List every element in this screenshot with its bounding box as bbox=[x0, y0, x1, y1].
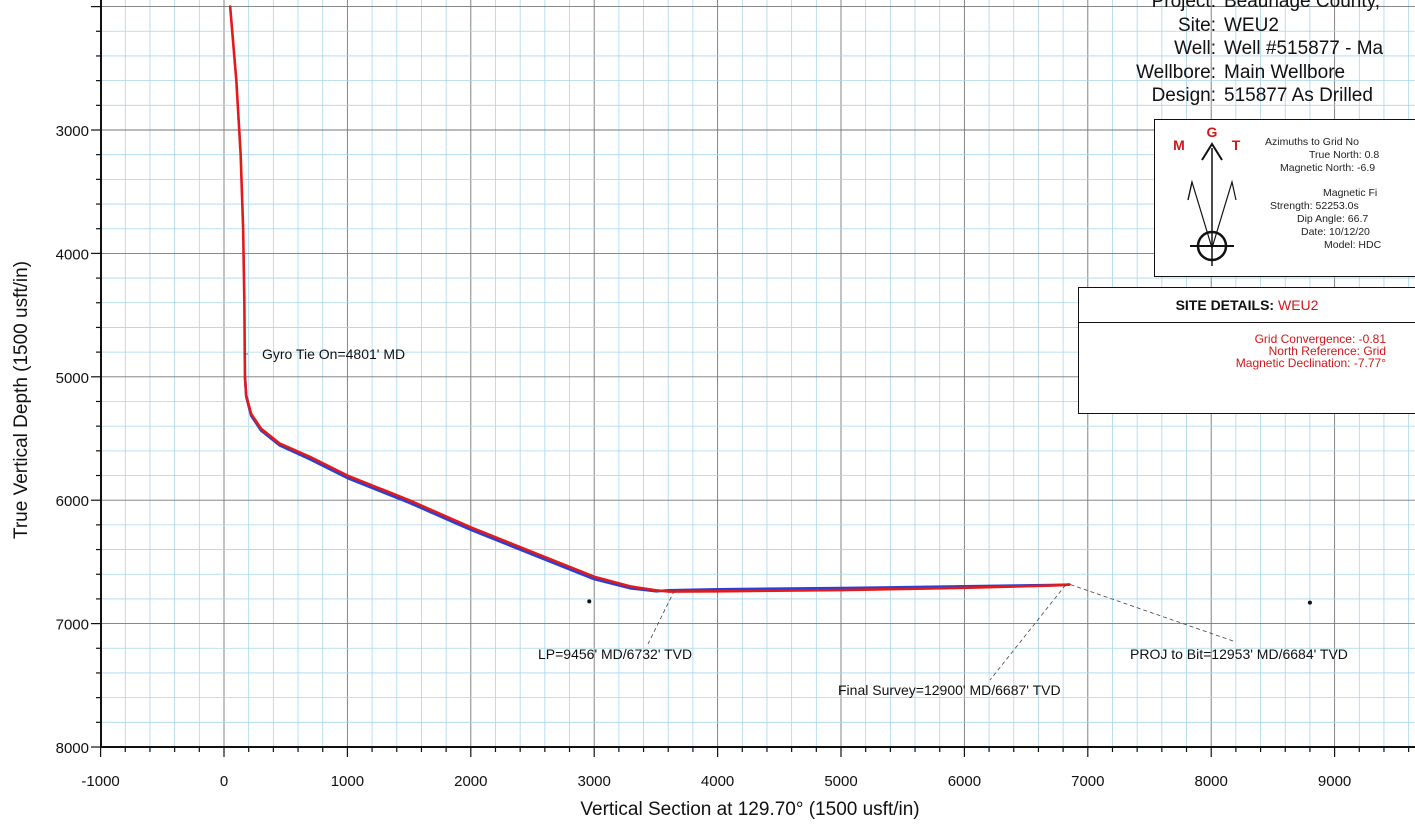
magnetic-field-line: Magnetic Fi bbox=[1323, 187, 1378, 199]
annotation-label: Final Survey=12900' MD/6687' TVD bbox=[838, 682, 1061, 698]
series-line bbox=[228, 5, 1071, 593]
header-value: 515877 As Drilled bbox=[1224, 85, 1373, 106]
magnetic-field-line: Strength: 52253.0s bbox=[1270, 200, 1359, 212]
annotation-leader bbox=[989, 584, 1066, 681]
x-axis-label: Vertical Section at 129.70° (1500 usft/i… bbox=[580, 799, 919, 820]
azimuth-info: Azimuths to Grid No True North: 0.8 Magn… bbox=[1265, 136, 1415, 252]
header-label: Well: bbox=[1174, 38, 1216, 59]
x-tick-label: 9000 bbox=[1318, 773, 1351, 790]
true-north-letter: T bbox=[1232, 137, 1241, 153]
magnetic-field-line: Date: 10/12/20 bbox=[1301, 226, 1370, 238]
azimuth-line: Azimuths to Grid No bbox=[1265, 136, 1359, 148]
annotations: Gyro Tie On=4801' MD LP=9456' MD/6732' TV… bbox=[244, 346, 1348, 698]
magnetic-field-line: Model: HDC bbox=[1324, 239, 1382, 251]
header-label: Design: bbox=[1151, 85, 1216, 106]
annotation-label: LP=9456' MD/6732' TVD bbox=[538, 646, 692, 662]
header-value: Beauriage County, bbox=[1224, 0, 1380, 12]
site-details-box: SITE DETAILS: WEU2 Grid Convergence: -0.… bbox=[1078, 287, 1415, 414]
annotation-leader bbox=[647, 590, 675, 645]
x-tick-label: 5000 bbox=[824, 773, 857, 790]
trajectory-series bbox=[228, 5, 1071, 593]
azimuth-line: Magnetic North: -6.9 bbox=[1280, 162, 1376, 174]
header-value: WEU2 bbox=[1224, 14, 1279, 36]
header-row-well: Well: Well #515877 - Ma bbox=[1000, 37, 1415, 61]
y-tick-label: 8000 bbox=[56, 740, 89, 757]
series-line bbox=[243, 375, 1071, 593]
magnetic-field-line: Dip Angle: 66.7 bbox=[1297, 213, 1369, 225]
x-tick-label: 4000 bbox=[701, 773, 734, 790]
header-label: Project: bbox=[1151, 0, 1216, 12]
site-detail-line: Magnetic Declination: -7.77° bbox=[1235, 356, 1386, 370]
header-label: Wellbore: bbox=[1136, 61, 1216, 83]
x-tick-label: 3000 bbox=[578, 773, 611, 790]
north-reference-box: M G T Azimuths to Grid No True North: 0.… bbox=[1154, 119, 1415, 277]
y-tick-label: 4000 bbox=[56, 246, 89, 263]
axes: 3000 4000 5000 6000 7000 8000 -1000 0 1000 2000 30… bbox=[56, 0, 1415, 790]
x-tick-label: 6000 bbox=[948, 773, 981, 790]
x-tick-label: -1000 bbox=[81, 773, 119, 790]
annotation-label: Gyro Tie On=4801' MD bbox=[262, 346, 405, 362]
site-details-body: Grid Convergence: -0.81 North Reference:… bbox=[1079, 323, 1415, 369]
magnetic-north-letter: M bbox=[1173, 137, 1185, 153]
header-label: Site: bbox=[1177, 14, 1216, 36]
y-tick-label: 3000 bbox=[56, 123, 89, 140]
north-arrow-icon: M G T bbox=[1173, 124, 1241, 266]
annotation-label: PROJ to Bit=12953' MD/6684' TVD bbox=[1130, 646, 1348, 662]
azimuth-line: True North: 0.8 bbox=[1309, 149, 1380, 161]
y-tick-label: 5000 bbox=[56, 370, 89, 387]
header-value: Well #515877 - Ma bbox=[1224, 38, 1384, 59]
marker-dot bbox=[1307, 600, 1312, 605]
x-tick-label: 0 bbox=[220, 773, 228, 790]
site-details-heading: SITE DETAILS: bbox=[1175, 297, 1275, 313]
x-tick-label: 8000 bbox=[1195, 773, 1228, 790]
header-value: Main Wellbore bbox=[1224, 61, 1346, 83]
site-detail-line: Grid Convergence: -0.81 bbox=[1254, 332, 1386, 346]
y-tick-label: 6000 bbox=[56, 493, 89, 510]
annotation-leader bbox=[1070, 584, 1237, 643]
grid-north-letter: G bbox=[1207, 124, 1218, 140]
header-row-wellbore: Wellbore: Main Wellbore bbox=[1000, 61, 1415, 85]
y-axis-label: True Vertical Depth (1500 usft/in) bbox=[11, 261, 32, 539]
grid bbox=[100, 0, 1415, 748]
header-row-site: Site: WEU2 bbox=[1000, 14, 1415, 38]
x-tick-label: 2000 bbox=[454, 773, 487, 790]
x-tick-label: 7000 bbox=[1071, 773, 1104, 790]
site-name: WEU2 bbox=[1277, 297, 1319, 313]
site-details-title: SITE DETAILS: WEU2 bbox=[1079, 288, 1415, 323]
marker-dot bbox=[587, 599, 592, 604]
well-info-header: Project: Beauriage County, Site: WEU2 Well… bbox=[1000, 0, 1415, 108]
y-tick-label: 7000 bbox=[56, 617, 89, 634]
x-tick-label: 1000 bbox=[331, 773, 364, 790]
header-row-project: Project: Beauriage County, bbox=[1000, 0, 1415, 14]
header-row-design: Design: 515877 As Drilled bbox=[1000, 84, 1415, 108]
site-detail-line: North Reference: Grid bbox=[1268, 344, 1386, 358]
